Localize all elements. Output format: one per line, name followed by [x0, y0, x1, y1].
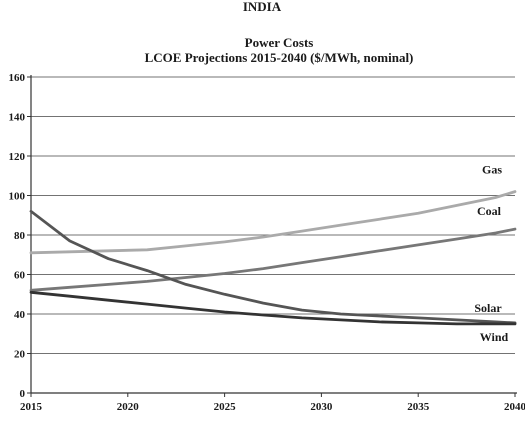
axes	[27, 75, 517, 397]
series-line-wind	[29, 290, 517, 326]
x-tick-label: 2015	[20, 401, 43, 413]
chart-title: Power Costs	[245, 35, 314, 50]
series-line-solar	[29, 209, 517, 325]
x-tick-label: 2035	[407, 401, 430, 413]
series-lines	[29, 190, 517, 326]
series-line-coal	[29, 227, 517, 292]
y-tick-label: 100	[9, 191, 26, 203]
chart-subtitle: LCOE Projections 2015-2040 ($/MWh, nomin…	[145, 50, 414, 65]
y-tick-label: 80	[14, 230, 26, 242]
chart-header: INDIA	[243, 0, 282, 14]
y-tick-label: 120	[9, 151, 26, 163]
grid	[31, 76, 515, 354]
series-labels: Gas Coal Solar Wind	[474, 163, 508, 344]
series-label-wind: Wind	[480, 330, 509, 344]
x-tick-label: 2025	[214, 401, 237, 413]
y-tick-label: 40	[14, 309, 26, 321]
y-tick-label: 0	[20, 388, 26, 400]
series-label-coal: Coal	[477, 204, 502, 218]
y-tick-label: 140	[9, 112, 26, 124]
series-label-solar: Solar	[474, 301, 502, 315]
y-tick-label: 20	[14, 349, 26, 361]
x-tick-label: 2020	[117, 401, 140, 413]
x-tick-label: 2040	[504, 401, 525, 413]
y-tick-label: 160	[9, 72, 26, 84]
series-line-gas	[29, 190, 517, 255]
series-label-gas: Gas	[482, 163, 502, 177]
x-tick-label: 2030	[310, 401, 333, 413]
y-tick-label: 60	[14, 270, 26, 282]
